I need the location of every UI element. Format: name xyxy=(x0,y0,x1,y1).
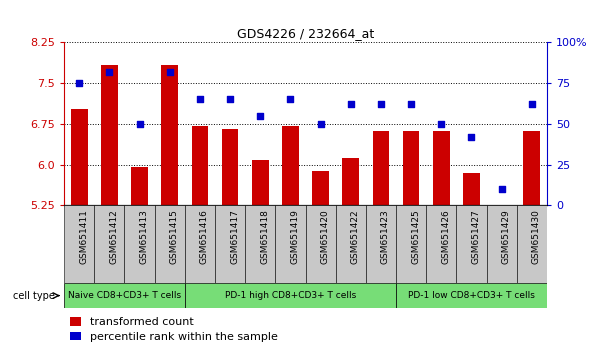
Bar xyxy=(155,205,185,283)
Bar xyxy=(64,205,94,283)
Text: PD-1 high CD8+CD3+ T cells: PD-1 high CD8+CD3+ T cells xyxy=(225,291,356,300)
Bar xyxy=(342,158,359,205)
Point xyxy=(346,102,356,107)
Bar xyxy=(335,205,366,283)
Bar xyxy=(276,205,306,283)
Bar xyxy=(524,131,540,205)
Text: GSM651416: GSM651416 xyxy=(200,209,209,264)
Bar xyxy=(403,131,419,205)
Bar xyxy=(456,205,486,283)
Point xyxy=(316,121,326,127)
Text: GSM651411: GSM651411 xyxy=(79,209,88,264)
Text: Naive CD8+CD3+ T cells: Naive CD8+CD3+ T cells xyxy=(68,291,181,300)
Bar xyxy=(185,283,396,308)
Bar xyxy=(161,65,178,205)
Text: GSM651423: GSM651423 xyxy=(381,209,390,264)
Text: cell type: cell type xyxy=(13,291,54,301)
Point xyxy=(527,102,536,107)
Bar xyxy=(396,205,426,283)
Text: GSM651420: GSM651420 xyxy=(321,209,329,264)
Bar xyxy=(245,205,276,283)
Bar xyxy=(366,205,396,283)
Bar xyxy=(64,283,185,308)
Bar xyxy=(222,129,238,205)
Point xyxy=(497,186,507,192)
Point xyxy=(376,102,386,107)
Bar xyxy=(252,160,269,205)
Text: GSM651412: GSM651412 xyxy=(109,209,119,264)
Text: GSM651426: GSM651426 xyxy=(441,209,450,264)
Point xyxy=(134,121,144,127)
Bar xyxy=(185,205,215,283)
Bar xyxy=(282,126,299,205)
Text: GSM651427: GSM651427 xyxy=(472,209,480,264)
Text: GSM651415: GSM651415 xyxy=(170,209,179,264)
Text: PD-1 low CD8+CD3+ T cells: PD-1 low CD8+CD3+ T cells xyxy=(408,291,535,300)
Text: GSM651430: GSM651430 xyxy=(532,209,541,264)
Bar xyxy=(71,109,87,205)
Point xyxy=(104,69,114,75)
Point xyxy=(436,121,446,127)
Bar xyxy=(396,283,547,308)
Title: GDS4226 / 232664_at: GDS4226 / 232664_at xyxy=(237,27,374,40)
Point xyxy=(467,134,477,140)
Text: GSM651422: GSM651422 xyxy=(351,209,360,264)
Bar xyxy=(486,205,517,283)
Bar xyxy=(426,205,456,283)
Bar xyxy=(306,205,335,283)
Bar xyxy=(373,131,389,205)
Point xyxy=(195,97,205,102)
Point xyxy=(255,113,265,119)
Bar xyxy=(125,205,155,283)
Point xyxy=(225,97,235,102)
Bar xyxy=(517,205,547,283)
Point xyxy=(75,80,84,86)
Text: GSM651418: GSM651418 xyxy=(260,209,269,264)
Bar xyxy=(101,65,118,205)
Text: GSM651417: GSM651417 xyxy=(230,209,239,264)
Text: GSM651413: GSM651413 xyxy=(139,209,148,264)
Bar xyxy=(131,167,148,205)
Bar xyxy=(433,131,450,205)
Text: GSM651429: GSM651429 xyxy=(502,209,511,264)
Bar xyxy=(215,205,245,283)
Bar xyxy=(312,171,329,205)
Text: GSM651419: GSM651419 xyxy=(290,209,299,264)
Bar xyxy=(463,173,480,205)
Legend: transformed count, percentile rank within the sample: transformed count, percentile rank withi… xyxy=(70,317,277,342)
Point xyxy=(285,97,295,102)
Point xyxy=(406,102,416,107)
Bar xyxy=(94,205,125,283)
Text: GSM651425: GSM651425 xyxy=(411,209,420,264)
Bar xyxy=(192,126,208,205)
Point xyxy=(165,69,175,75)
